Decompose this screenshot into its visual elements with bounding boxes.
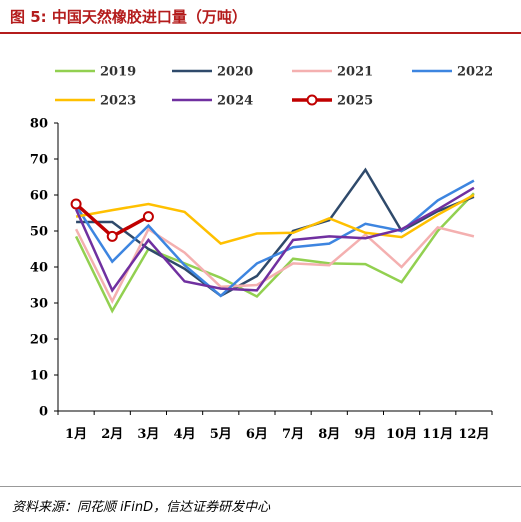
series-line-2023 bbox=[75, 193, 475, 245]
data-point-2025 bbox=[142, 211, 154, 223]
y-tick-label: 40 bbox=[30, 261, 48, 276]
legend-label-2024: 2024 bbox=[217, 94, 253, 109]
y-tick-label: 50 bbox=[30, 225, 48, 240]
y-tick-label: 30 bbox=[30, 297, 48, 312]
series-line-2021 bbox=[74, 226, 475, 304]
x-tick-label: 7月 bbox=[282, 427, 304, 442]
legend-label-2021: 2021 bbox=[337, 65, 373, 80]
x-tick-label: 2月 bbox=[101, 427, 123, 442]
y-tick-label: 60 bbox=[30, 189, 48, 204]
legend-label-2025: 2025 bbox=[337, 94, 373, 109]
figure-title: 图 5: 中国天然橡胶进口量（万吨） bbox=[10, 8, 247, 26]
series-line-2020 bbox=[76, 167, 475, 298]
legend-marker-2025 bbox=[306, 94, 318, 106]
chart-legend: 2019 2020 2021 2022 2023 2024 2025 bbox=[55, 65, 493, 109]
y-tick-label: 80 bbox=[30, 117, 48, 132]
title-bar: 图 5: 中国天然橡胶进口量（万吨） bbox=[0, 0, 521, 34]
x-tick-label: 6月 bbox=[246, 427, 268, 442]
data-point-2025 bbox=[70, 198, 82, 210]
x-tick-label: 12月 bbox=[458, 427, 489, 442]
source-note: 资料来源：同花顺 iFinD，信达证券研发中心 bbox=[12, 500, 271, 515]
series-line-2019 bbox=[74, 192, 475, 314]
chart-axes: 0 10 20 30 40 50 60 70 80 1月 2月 3月 4月 5月 6月 7月 8月 9月 10月 11… bbox=[30, 117, 493, 442]
y-tick-label: 0 bbox=[39, 405, 48, 420]
chart-series bbox=[70, 167, 475, 314]
x-tick-label: 9月 bbox=[354, 427, 376, 442]
legend-label-2020: 2020 bbox=[217, 65, 253, 80]
y-tick-label: 10 bbox=[30, 369, 48, 384]
x-tick-label: 5月 bbox=[210, 427, 232, 442]
title-rule bbox=[0, 32, 521, 34]
legend-label-2022: 2022 bbox=[457, 65, 493, 80]
series-line-2024 bbox=[74, 186, 475, 293]
x-tick-label: 3月 bbox=[137, 427, 159, 442]
y-tick-label: 20 bbox=[30, 333, 48, 348]
legend-label-2023: 2023 bbox=[100, 94, 136, 109]
footer-rule bbox=[0, 486, 521, 487]
x-tick-label: 4月 bbox=[174, 427, 196, 442]
y-tick-label: 70 bbox=[30, 153, 48, 168]
x-tick-label: 1月 bbox=[65, 427, 87, 442]
data-point-2025 bbox=[106, 230, 118, 242]
x-tick-label: 8月 bbox=[318, 427, 340, 442]
x-tick-label: 11月 bbox=[422, 427, 453, 442]
line-chart: 2019 2020 2021 2022 2023 2024 2025 0 10 20 30 40 50… bbox=[30, 65, 493, 443]
legend-label-2019: 2019 bbox=[100, 65, 136, 80]
x-tick-label: 10月 bbox=[386, 427, 417, 442]
